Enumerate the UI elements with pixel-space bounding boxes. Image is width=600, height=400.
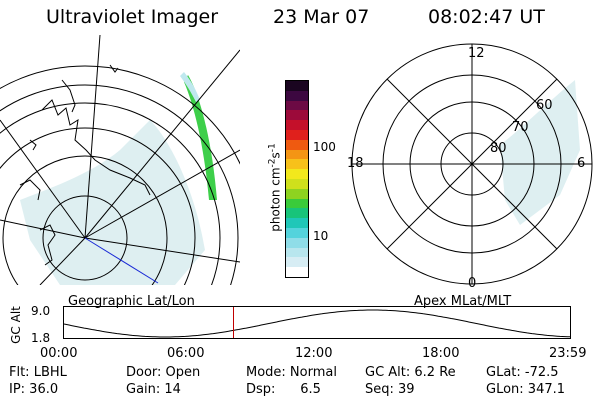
geographic-map: [0, 35, 240, 285]
glon-info: GLon: 347.1: [486, 382, 566, 397]
colorbar-segment: [286, 247, 308, 258]
colorbar-exp1: -2: [267, 158, 278, 168]
door-info: Door: Open: [126, 365, 201, 380]
filter-info: Flt: LBHL: [9, 365, 67, 380]
left-panel-label: Geographic Lat/Lon: [68, 294, 195, 309]
coastline: [19, 79, 151, 266]
polar-emission: [500, 80, 580, 225]
colorbar-title-s: s: [268, 152, 283, 159]
colorbar: [285, 80, 309, 278]
timeline-tick-2: 12:00: [295, 346, 333, 361]
colorbar-segment: [286, 110, 308, 121]
polar-plot: [351, 43, 593, 285]
observation-date: 23 Mar 07: [273, 6, 370, 28]
colorbar-segment: [286, 90, 308, 101]
colorbar-title: photon cm-2s-1: [268, 103, 283, 273]
dsp-info: Dsp: 6.5: [246, 382, 321, 397]
colorbar-segment: [286, 100, 308, 111]
colorbar-segment: [286, 149, 308, 160]
observation-time: 08:02:47 UT: [428, 6, 545, 28]
gain-info: Gain: 14: [126, 382, 181, 397]
mlt-label-6: 6: [577, 156, 586, 171]
instrument-title: Ultraviolet Imager: [46, 6, 219, 28]
mlat-label-70: 70: [512, 120, 529, 135]
colorbar-exp2: -1: [267, 143, 278, 153]
mlt-label-18: 18: [347, 156, 364, 171]
colorbar-segment: [286, 81, 308, 91]
timeline-tick-1: 06:00: [167, 346, 205, 361]
colorbar-segment: [286, 198, 308, 209]
colorbar-segment: [286, 267, 308, 277]
gc-alt-info: GC Alt: 6.2 Re: [365, 365, 456, 380]
colorbar-segment: [286, 159, 308, 170]
colorbar-segment: [286, 208, 308, 219]
mlat-label-80: 80: [490, 141, 507, 156]
altitude-curve: [63, 309, 570, 338]
colorbar-segment: [286, 257, 308, 268]
mlat-label-60: 60: [536, 98, 553, 113]
timeline-tick-4: 23:59: [549, 346, 587, 361]
colorbar-title-unit: photon cm: [268, 167, 283, 232]
colorbar-segment: [286, 120, 308, 131]
glat-info: GLat: -72.5: [486, 365, 559, 380]
colorbar-segment: [286, 139, 308, 150]
timeline-ytick-top: 9.0: [31, 304, 51, 318]
colorbar-segment: [286, 237, 308, 248]
timeline-ylabel: GC Alt: [9, 306, 23, 344]
colorbar-tick-10: 10: [313, 229, 329, 243]
colorbar-segment: [286, 179, 308, 189]
ip-info: IP: 36.0: [9, 382, 59, 397]
mlt-label-0: 0: [468, 276, 477, 291]
timeline-tick-3: 18:00: [422, 346, 460, 361]
seq-info: Seq: 39: [365, 382, 415, 397]
colorbar-segment: [286, 188, 308, 199]
colorbar-segment: [286, 130, 308, 140]
colorbar-segment: [286, 218, 308, 229]
timeline-ytick-bottom: 1.8: [31, 331, 51, 345]
colorbar-tick-100: 100: [313, 140, 336, 154]
colorbar-segment: [286, 169, 308, 180]
timeline-tick-0: 00:00: [40, 346, 78, 361]
auroral-emission-faint: [20, 120, 205, 285]
altitude-timeline: [63, 306, 571, 339]
mode-info: Mode: Normal: [246, 365, 337, 380]
mlt-label-12: 12: [468, 46, 485, 61]
right-panel-label: Apex MLat/MLT: [414, 294, 512, 309]
colorbar-segment: [286, 228, 308, 238]
